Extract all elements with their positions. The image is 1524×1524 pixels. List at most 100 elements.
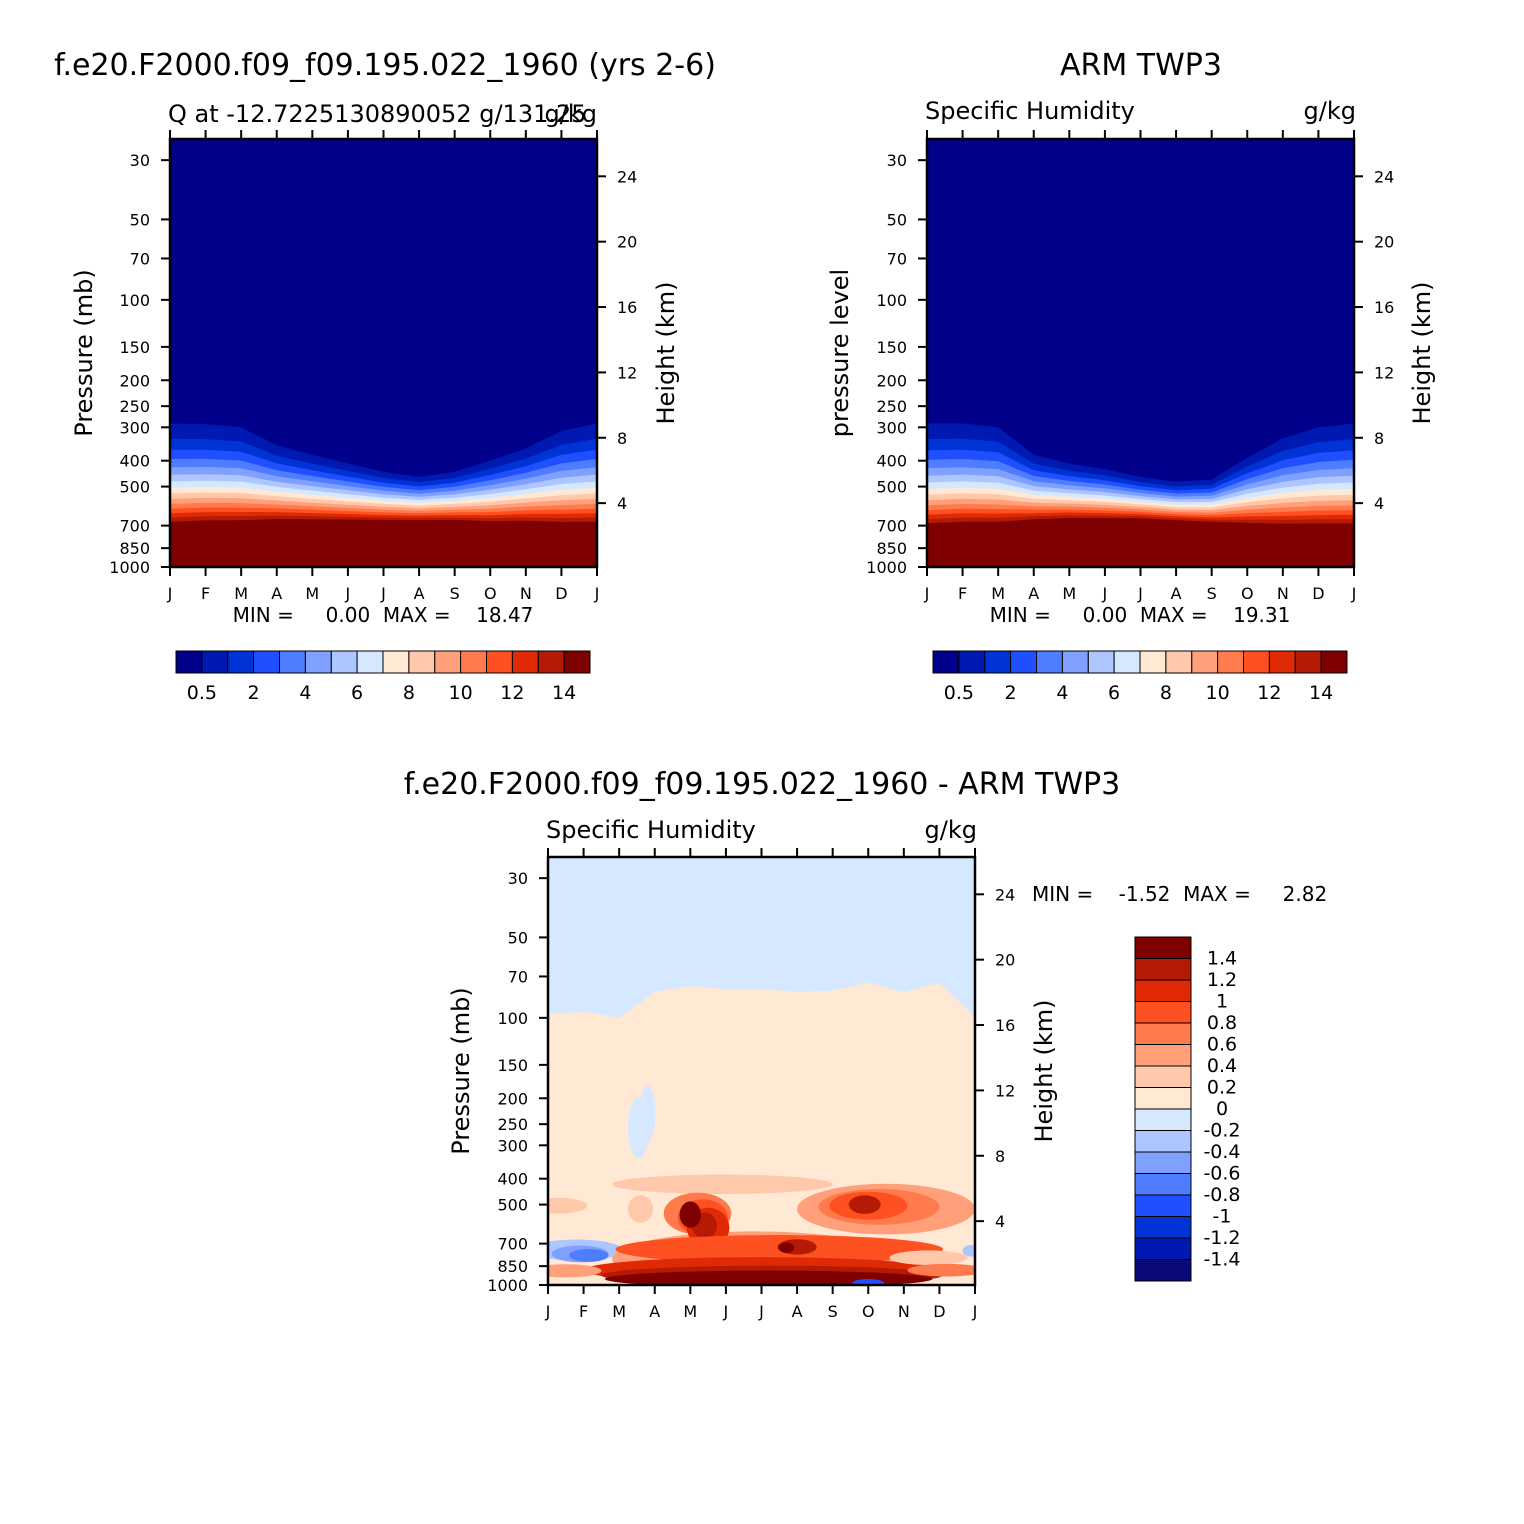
colorbar-box [1134, 1259, 1192, 1282]
colorbar-box [1061, 650, 1089, 674]
colorbar-box [958, 650, 986, 674]
x-tick-label: J [1351, 584, 1357, 603]
x-tick-label: M [683, 1302, 697, 1321]
colorbar-box [1134, 936, 1192, 959]
contour-band [927, 517, 1354, 567]
x-tick-label: M [305, 584, 319, 603]
y-tick-label: 150 [119, 338, 150, 357]
panel-diff-field [548, 857, 975, 1285]
colorbar-box [537, 650, 565, 674]
colorbar-label: 4 [299, 682, 311, 704]
contour-region [679, 1201, 701, 1228]
colorbar-label: 0 [1216, 1098, 1228, 1120]
colorbar-label: 1.4 [1207, 948, 1237, 970]
y-tick-label: 400 [119, 452, 150, 471]
x-tick-label: M [234, 584, 248, 603]
x-tick-label: F [201, 584, 210, 603]
x-tick-label: J [545, 1302, 551, 1321]
x-tick-label: J [1137, 584, 1143, 603]
colorbar-box [356, 650, 384, 674]
panel-model-subtitle-left: Q at -12.7225130890052 g/131.25 [168, 100, 587, 128]
panel-diff-ylabel-right: Height (km) [1030, 1000, 1058, 1143]
x-tick-label: A [1171, 584, 1182, 603]
colorbar-label: 0.5 [944, 682, 974, 704]
colorbar-box [1134, 1173, 1192, 1196]
panel-model-subtitle-right: g/kg [545, 100, 597, 128]
x-tick-label: A [792, 1302, 803, 1321]
colorbar-box [1134, 1001, 1192, 1024]
panel-model-stats: MIN = 0.00 MAX = 18.47 [233, 603, 534, 627]
x-tick-label: J [167, 584, 173, 603]
x-tick-label: A [271, 584, 282, 603]
contour-region [569, 1248, 609, 1262]
contour-region [962, 1245, 975, 1257]
colorbar-box [408, 650, 436, 674]
contour-region [852, 1279, 885, 1285]
y-tick-label: 1000 [109, 558, 150, 577]
colorbar-box [1010, 650, 1037, 674]
x-tick-label: F [958, 584, 967, 603]
colorbar-label: -0.4 [1203, 1141, 1240, 1163]
colorbar-box [382, 650, 410, 674]
x-tick-label: J [345, 584, 351, 603]
colorbar-box [1113, 650, 1141, 674]
x-tick-label: D [933, 1302, 945, 1321]
height-tick-label: 16 [1374, 298, 1394, 317]
colorbar-box [1134, 1194, 1192, 1217]
y-tick-label: 100 [876, 291, 907, 310]
colorbar-box [1217, 650, 1244, 674]
colorbar-box [1134, 979, 1192, 1002]
colorbar-label: 0.2 [1207, 1077, 1237, 1099]
y-tick-label: 200 [119, 371, 150, 390]
panel-diff-subtitle-left: Specific Humidity [546, 816, 756, 844]
colorbar-box [486, 650, 513, 674]
y-tick-label: 850 [876, 539, 907, 558]
height-tick-label: 24 [617, 167, 637, 186]
colorbar-box [984, 650, 1012, 674]
colorbar-label: 2 [248, 682, 260, 704]
height-tick-label: 24 [1374, 167, 1394, 186]
y-tick-label: 50 [508, 928, 528, 947]
panel-diff-ylabel: Pressure (mb) [447, 987, 475, 1154]
colorbar-label: 14 [1309, 682, 1333, 704]
y-tick-label: 30 [508, 869, 528, 888]
y-tick-label: 300 [876, 418, 907, 437]
panel-diff-title: f.e20.F2000.f09_f09.195.022_1960 - ARM T… [404, 767, 1120, 802]
colorbar-box [1134, 1022, 1192, 1045]
x-tick-label: A [1028, 584, 1039, 603]
contour-region [907, 1263, 975, 1277]
panel-model-title: f.e20.F2000.f09_f09.195.022_1960 (yrs 2-… [54, 48, 716, 83]
panel-model: f.e20.F2000.f09_f09.195.022_1960 (yrs 2-… [54, 48, 716, 704]
x-tick-label: D [1312, 584, 1324, 603]
panel-obs-ylabel: pressure level [826, 269, 854, 437]
colorbar-box [1134, 1151, 1192, 1174]
x-tick-label: S [450, 584, 460, 603]
y-tick-label: 400 [876, 452, 907, 471]
x-tick-label: M [1062, 584, 1076, 603]
y-tick-label: 500 [876, 478, 907, 497]
colorbar-box [1320, 650, 1348, 674]
y-tick-label: 50 [130, 210, 150, 229]
panel-obs-title: ARM TWP3 [1060, 48, 1222, 83]
panel-obs-subtitle-right: g/kg [1304, 97, 1356, 125]
colorbar-label: -1.4 [1203, 1249, 1240, 1271]
height-tick-label: 20 [617, 233, 637, 252]
colorbar-label: 6 [1108, 682, 1120, 704]
colorbar-label: -0.8 [1203, 1184, 1240, 1206]
y-tick-label: 200 [876, 371, 907, 390]
y-tick-label: 400 [497, 1170, 528, 1189]
x-tick-label: M [991, 584, 1005, 603]
x-tick-label: J [723, 1302, 729, 1321]
x-tick-label: J [972, 1302, 978, 1321]
height-tick-label: 4 [1374, 494, 1384, 513]
colorbar-box [932, 650, 960, 674]
height-tick-label: 16 [617, 298, 637, 317]
colorbar-box [304, 650, 332, 674]
height-tick-label: 12 [995, 1081, 1015, 1100]
panel-obs: ARM TWP3 Specific Humidity g/kg 30 50 70 10… [826, 48, 1436, 704]
height-tick-label: 8 [1374, 429, 1384, 448]
contour-region [548, 1197, 588, 1214]
panel-diff: f.e20.F2000.f09_f09.195.022_1960 - ARM T… [404, 767, 1327, 1321]
